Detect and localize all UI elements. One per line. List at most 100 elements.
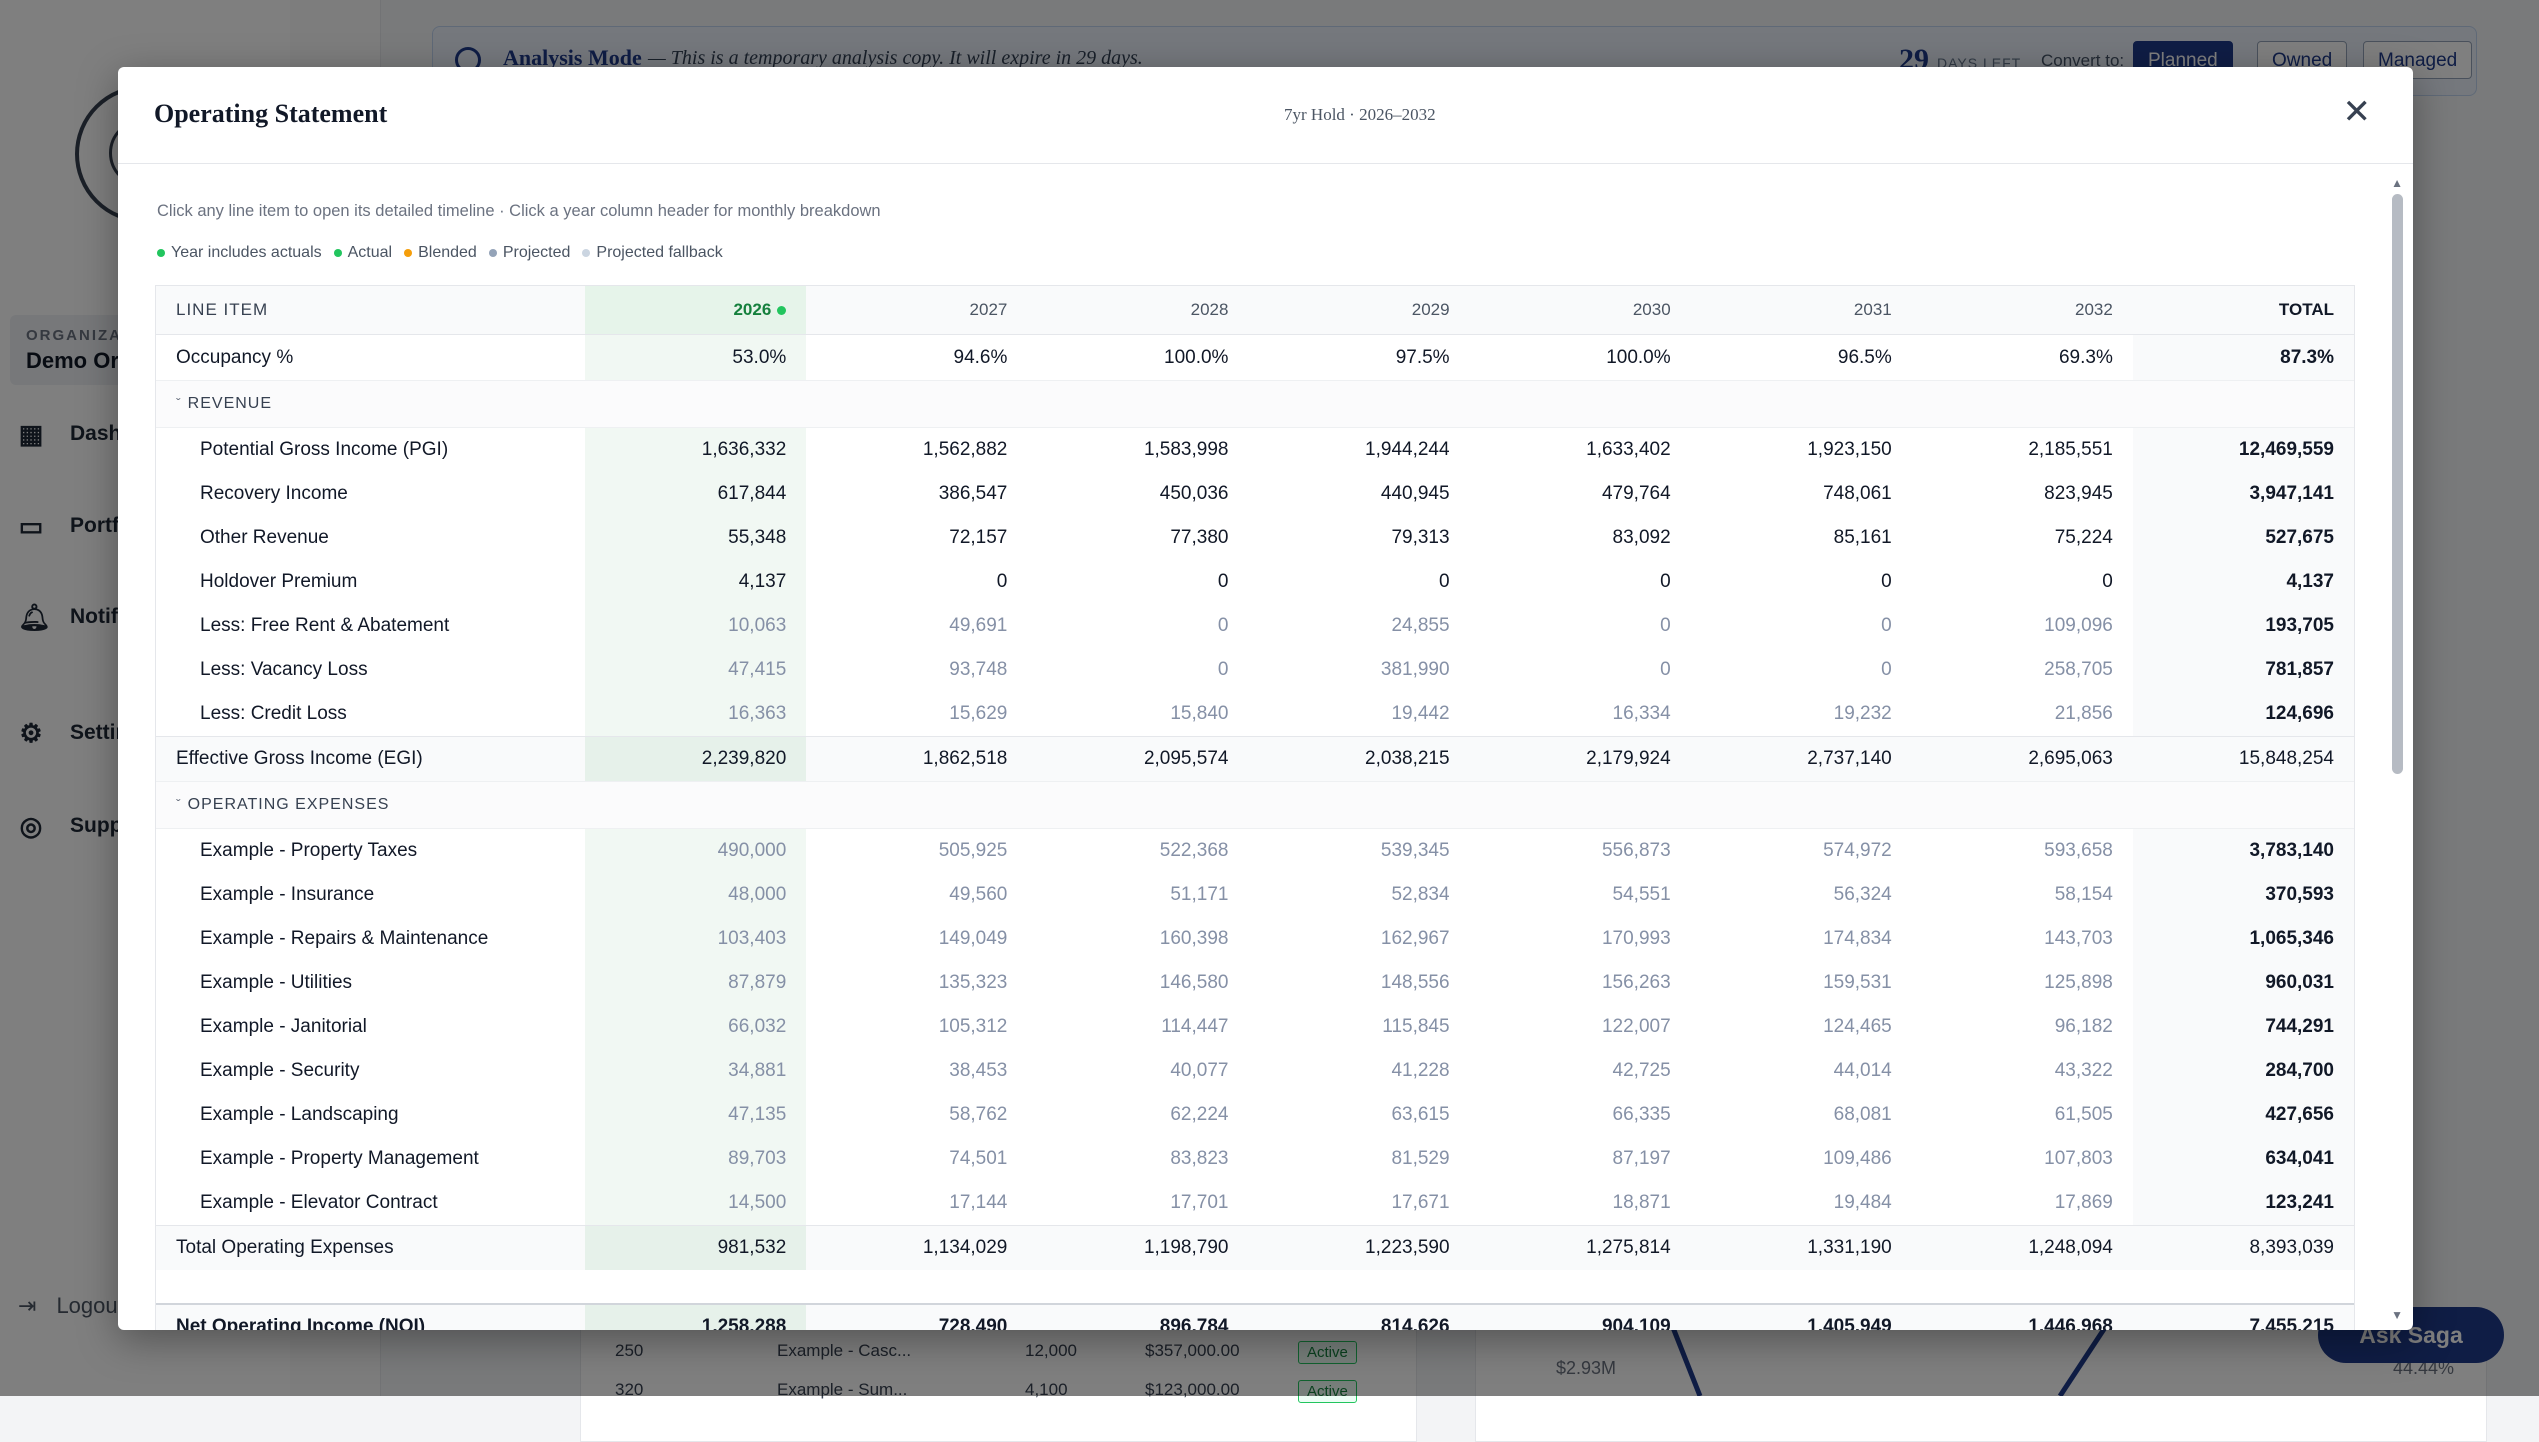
year-value-cell: 66,032 (585, 1005, 807, 1049)
year-value-cell: 115,845 (1382, 1016, 1450, 1037)
year-label: 2032 (2075, 300, 2113, 319)
line-item-label: Recovery Income (200, 483, 348, 504)
column-header-year[interactable]: 2031 (1690, 286, 1912, 335)
year-value-cell: 83,823 (1170, 1148, 1229, 1169)
year-value-cell: 479,764 (1601, 483, 1671, 504)
total-value-cell: 15,848,254 (2132, 736, 2354, 782)
line-item-label: Less: Credit Loss (200, 703, 347, 724)
year-value-cell: 41,228 (1391, 1060, 1450, 1081)
total-value-cell: 8,393,039 (2132, 1225, 2354, 1270)
year-value-cell: 0 (1438, 571, 1450, 592)
year-value-cell: 0 (996, 571, 1008, 592)
section-header-cell: ˇ REVENUE (156, 380, 2354, 428)
legend-item: Year includes actuals (157, 244, 322, 262)
year-value-cell: 896,784 (1027, 1303, 1249, 1330)
legend-dot-icon (404, 249, 413, 257)
column-header-year[interactable]: 2030 (1469, 286, 1691, 335)
year-value-cell: 146,580 (1159, 972, 1229, 993)
revenue-line-row[interactable]: Less: Vacancy Loss 47,415 93,748 0 381,990 0 0… (156, 648, 2354, 692)
year-value-cell: 40,077 (1170, 1060, 1229, 1081)
opex-line-row[interactable]: Example - Landscaping 47,135 58,762 62,224 6… (156, 1093, 2354, 1137)
opex-line-row[interactable]: Example - Property Taxes 490,000 505,925 52… (156, 828, 2354, 873)
revenue-line-row[interactable]: Less: Free Rent & Abatement 10,063 49,691 0… (156, 604, 2354, 648)
column-header-year[interactable]: 2028 (1027, 286, 1249, 335)
total-value-cell: 12,469,559 (2132, 427, 2354, 472)
line-item-label: Example - Elevator Contract (200, 1192, 438, 1213)
year-value-cell: 96,182 (2054, 1016, 2113, 1037)
year-value-cell: 135,323 (938, 972, 1008, 993)
total-value-cell: 124,696 (2132, 692, 2354, 737)
opex-line-row[interactable]: Example - Insurance 48,000 49,560 51,171 52,… (156, 873, 2354, 917)
total-opex-row[interactable]: Total Operating Expenses 981,532 1,134,029… (156, 1225, 2354, 1270)
year-value-cell: 42,725 (1612, 1060, 1671, 1081)
modal-title: Operating Statement (154, 99, 388, 128)
year-value-cell: 16,334 (1612, 703, 1671, 724)
year-value-cell: 159,531 (1823, 972, 1892, 993)
column-header-year[interactable]: 2027 (806, 286, 1028, 335)
year-value-cell: 539,345 (1380, 840, 1450, 861)
egi-row[interactable]: Effective Gross Income (EGI) 2,239,820 1,8… (156, 736, 2354, 782)
noi-row[interactable]: Net Operating Income (NOI) 1,258,288 728,4… (156, 1303, 2354, 1330)
opex-line-row[interactable]: Example - Utilities 87,879 135,323 146,580 1… (156, 961, 2354, 1005)
scroll-down-arrow-icon[interactable]: ▼ (2391, 1308, 2403, 1322)
year-value-cell: 17,701 (1170, 1192, 1229, 1213)
opex-line-row[interactable]: Example - Property Management 89,703 74,50… (156, 1137, 2354, 1181)
year-value-cell: 1,636,332 (585, 427, 807, 472)
year-value-cell: 156,263 (1601, 972, 1671, 993)
modal-body[interactable]: Click any line item to open its detailed… (118, 164, 2413, 1330)
total-value-cell: 3,783,140 (2132, 828, 2354, 873)
revenue-line-row[interactable]: Potential Gross Income (PGI) 1,636,332 1,5… (156, 427, 2354, 472)
opex-line-row[interactable]: Example - Repairs & Maintenance 103,403 14… (156, 917, 2354, 961)
total-value-cell: 87.3% (2132, 334, 2354, 381)
year-value-cell: 125,898 (2044, 972, 2113, 993)
year-label: 2028 (1190, 300, 1229, 319)
column-header-total: TOTAL (2132, 286, 2354, 335)
revenue-line-row[interactable]: Recovery Income 617,844 386,547 450,036 440,… (156, 472, 2354, 516)
line-item-label: Example - Landscaping (200, 1104, 399, 1125)
year-value-cell: 1,223,590 (1248, 1225, 1470, 1270)
collapse-caret-icon[interactable]: ˇ (176, 796, 182, 812)
year-label: 2029 (1411, 300, 1450, 319)
scrollbar-thumb[interactable] (2392, 194, 2403, 774)
revenue-line-row[interactable]: Less: Credit Loss 16,363 15,629 15,840 19,44… (156, 692, 2354, 737)
column-header-year[interactable]: 2026 (585, 286, 807, 335)
legend-label: Projected (502, 244, 571, 261)
year-value-cell: 4,137 (585, 560, 807, 604)
column-header-year[interactable]: 2029 (1248, 286, 1470, 335)
total-value-cell: 370,593 (2132, 873, 2354, 917)
section-label: OPERATING EXPENSES (187, 796, 390, 813)
total-value-cell: 123,241 (2132, 1181, 2354, 1226)
revenue-line-row[interactable]: Other Revenue 55,348 72,157 77,380 79,313 83,… (156, 516, 2354, 560)
section-header-cell: ˇ OPERATING EXPENSES (156, 781, 2354, 829)
opex-line-row[interactable]: Example - Janitorial 66,032 105,312 114,447… (156, 1005, 2354, 1049)
year-value-cell: 0 (1217, 615, 1229, 636)
occupancy-row[interactable]: Occupancy % 53.0% 94.6% 100.0% 97.5% 100.0% 96… (156, 334, 2354, 381)
year-value-cell: 81,529 (1391, 1148, 1450, 1169)
year-value-cell: 96.5% (1690, 334, 1912, 381)
year-label: 2027 (969, 300, 1008, 319)
year-value-cell: 85,161 (1833, 527, 1892, 548)
year-value-cell: 0 (1660, 615, 1671, 636)
section-operating-expenses[interactable]: ˇ OPERATING EXPENSES (156, 781, 2354, 829)
column-header-year[interactable]: 2032 (1911, 286, 2133, 335)
year-value-cell: 170,993 (1601, 928, 1671, 949)
collapse-caret-icon[interactable]: ˇ (176, 395, 182, 411)
year-value-cell: 79,313 (1391, 527, 1450, 548)
opex-line-row[interactable]: Example - Elevator Contract 14,500 17,144 1… (156, 1181, 2354, 1226)
year-value-cell: 34,881 (585, 1049, 807, 1093)
close-icon[interactable]: ✕ (2342, 93, 2372, 131)
year-value-cell: 490,000 (585, 828, 807, 873)
year-value-cell: 2,179,924 (1469, 736, 1691, 782)
year-value-cell: 10,063 (585, 604, 807, 648)
line-item-label: Less: Vacancy Loss (200, 659, 368, 680)
year-value-cell: 522,368 (1159, 840, 1229, 861)
scroll-up-arrow-icon[interactable]: ▲ (2391, 176, 2403, 190)
line-item-label: Total Operating Expenses (156, 1225, 586, 1270)
scrollbar[interactable]: ▲ ▼ (2391, 172, 2409, 1324)
section-revenue[interactable]: ˇ REVENUE (156, 380, 2354, 428)
modal-header: Operating Statement 7yr Hold · 2026–2032… (118, 67, 2413, 164)
year-value-cell: 1,275,814 (1469, 1225, 1691, 1270)
year-value-cell: 63,615 (1391, 1104, 1450, 1125)
revenue-line-row[interactable]: Holdover Premium 4,137 0 0 0 0 0 0 4,137 (156, 560, 2354, 604)
opex-line-row[interactable]: Example - Security 34,881 38,453 40,077 41,2… (156, 1049, 2354, 1093)
